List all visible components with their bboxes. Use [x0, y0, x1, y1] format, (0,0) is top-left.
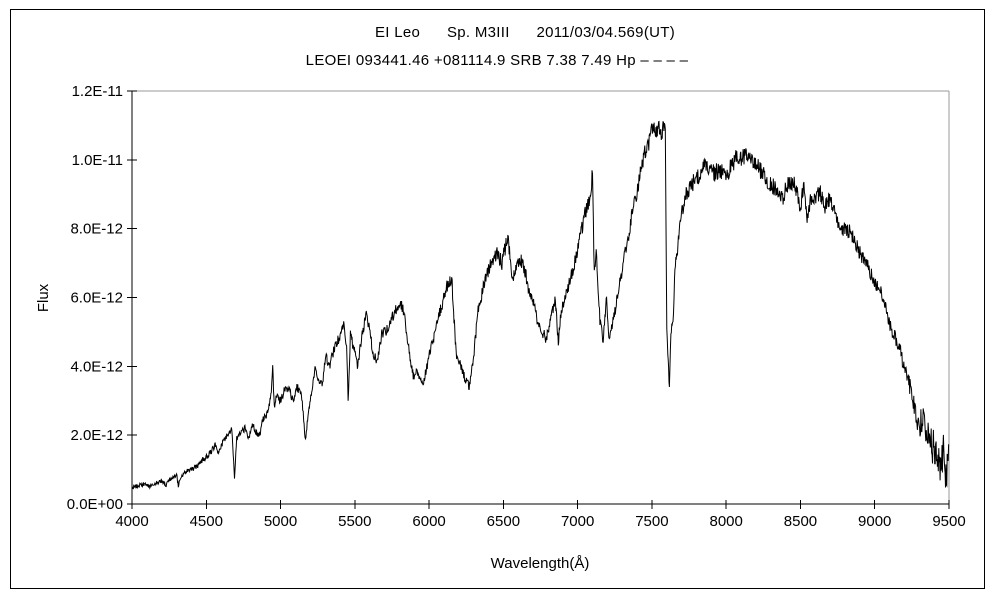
x-tick-label: 4500 — [190, 513, 223, 530]
spectrum-line — [131, 120, 950, 490]
x-tick-label: 5500 — [338, 513, 371, 530]
x-tick-label: 6000 — [412, 513, 445, 530]
y-tick-label: 0.0E+00 — [67, 496, 123, 513]
outer-frame — [10, 9, 985, 589]
x-axis-tick-labels: 4000 4500 5000 5500 6000 6500 7000 7500 8000 8500… — [115, 513, 965, 530]
y-axis-tick-labels: 0.0E+00 2.0E-12 4.0E-12 6.0E-12 8.0E-12 1.0E-… — [67, 83, 123, 513]
y-tick-label: 2.0E-12 — [70, 427, 123, 444]
x-tick-label: 9000 — [858, 513, 891, 530]
y-tick-label: 6.0E-12 — [70, 290, 123, 307]
y-axis-ticks — [127, 90, 137, 505]
x-axis-title: Wavelength(Å) — [491, 555, 590, 572]
y-tick-label: 8.0E-12 — [70, 221, 123, 238]
x-tick-label: 7000 — [561, 513, 594, 530]
y-axis-title: Flux — [35, 283, 52, 312]
x-tick-label: 8500 — [784, 513, 817, 530]
x-tick-label: 7500 — [635, 513, 668, 530]
x-tick-label: 8000 — [709, 513, 742, 530]
x-tick-label: 4000 — [115, 513, 148, 530]
chart-subtitle: LEOEI 093441.46 +081114.9 SRB 7.38 7.49 … — [305, 52, 689, 69]
chart-title: EI Leo Sp. M3III 2011/03/04.569(UT) — [374, 24, 676, 41]
x-tick-label: 6500 — [487, 513, 520, 530]
y-tick-label: 1.2E-11 — [72, 83, 123, 100]
y-tick-label: 1.0E-11 — [72, 152, 123, 169]
y-tick-label: 4.0E-12 — [70, 358, 123, 375]
x-axis-ticks — [131, 500, 950, 509]
x-tick-label: 9500 — [932, 513, 965, 530]
x-tick-label: 5000 — [264, 513, 297, 530]
